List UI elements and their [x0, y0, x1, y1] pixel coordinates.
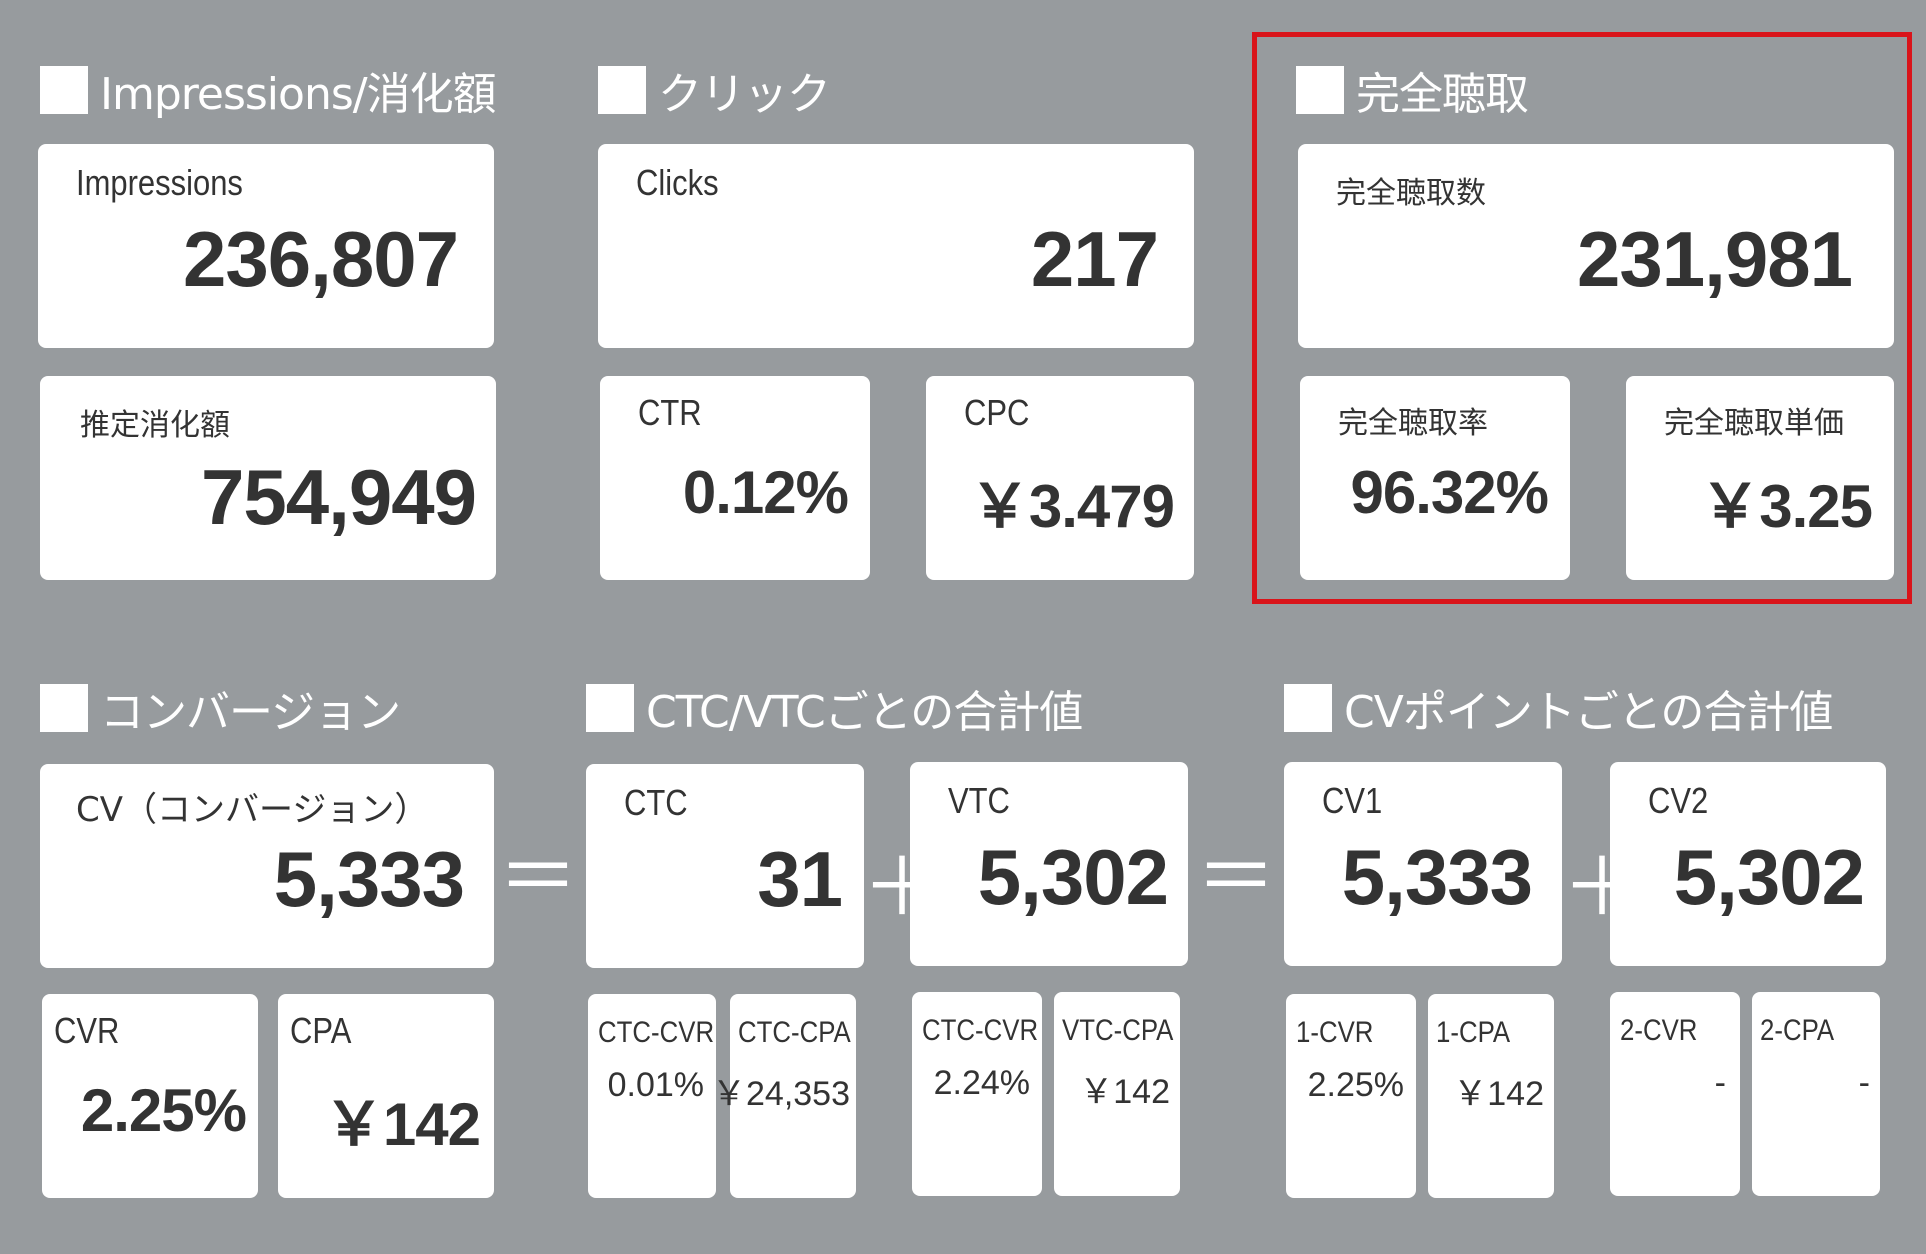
ctc-card: CTC 31 [586, 764, 864, 968]
ctr-card: CTR 0.12% [600, 376, 870, 580]
cpc-card: CPC ￥3.479 [926, 376, 1194, 580]
square-bullet-icon [1296, 66, 1344, 114]
ctr-label: CTR [638, 392, 702, 433]
spend-label: 推定消化額 [80, 408, 230, 443]
cpa-label: CPA [290, 1010, 352, 1051]
complete-rate-card: 完全聴取率 96.32% [1300, 376, 1570, 580]
cv2-label: CV2 [1648, 780, 1709, 821]
cpa-card: CPA ￥142 [278, 994, 494, 1198]
spend-card: 推定消化額 754,949 [40, 376, 496, 580]
cpa-value: ￥142 [323, 1091, 481, 1158]
section-title-complete-view-label: 完全聴取 [1356, 69, 1529, 120]
spend-value: 754,949 [201, 453, 477, 541]
cv1-cvr-card: 1-CVR 2.25% [1286, 994, 1416, 1198]
complete-views-value: 231,981 [1577, 215, 1853, 303]
equals-operator-2: ＝ [1196, 831, 1276, 924]
section-title-cv-point-label: CVポイントごとの合計値 [1344, 687, 1833, 738]
complete-rate-label: 完全聴取率 [1338, 406, 1488, 441]
square-bullet-icon [586, 684, 634, 732]
vtc-cpa-value: ￥142 [1079, 1073, 1170, 1111]
vtc-cvr-value: 2.24% [933, 1064, 1030, 1102]
cv1-label: CV1 [1322, 780, 1383, 821]
cvr-card: CVR 2.25% [42, 994, 258, 1198]
section-title-conversion: コンバージョン [40, 676, 401, 740]
vtc-cpa-label: VTC-CPA [1062, 1014, 1174, 1047]
cv2-cpa-value: - [1858, 1064, 1870, 1102]
vtc-cvr-card: CTC-CVR 2.24% [912, 992, 1042, 1196]
clicks-label: Clicks [636, 162, 719, 203]
clicks-value: 217 [1030, 215, 1159, 303]
ctc-cpa-value: ￥24,353 [712, 1075, 850, 1113]
ctc-cpa-label: CTC-CPA [738, 1016, 851, 1049]
complete-cost-value: ￥3.25 [1700, 473, 1873, 540]
square-bullet-icon [40, 684, 88, 732]
impressions-value: 236,807 [183, 215, 459, 303]
section-title-click-label: クリック [658, 69, 831, 120]
vtc-label: VTC [948, 780, 1010, 821]
cv2-value: 5,302 [1673, 833, 1865, 921]
section-title-impressions: Impressions/消化額 [40, 58, 497, 122]
ctr-value: 0.12% [682, 459, 849, 526]
clicks-card: Clicks 217 [598, 144, 1194, 348]
equals-operator: ＝ [498, 831, 578, 924]
vtc-card: VTC 5,302 [910, 762, 1188, 966]
vtc-cvr-label: CTC-CVR [922, 1014, 1039, 1047]
vtc-value: 5,302 [977, 833, 1169, 921]
ctc-cpa-card: CTC-CPA ￥24,353 [712, 994, 856, 1198]
cpc-label: CPC [964, 392, 1030, 433]
cv-card: CV（コンバージョン） 5,333 [40, 764, 494, 968]
complete-cost-label: 完全聴取単価 [1664, 406, 1844, 441]
cv1-cvr-value: 2.25% [1307, 1066, 1404, 1104]
complete-cost-card: 完全聴取単価 ￥3.25 [1626, 376, 1894, 580]
square-bullet-icon [40, 66, 88, 114]
section-title-impressions-label: Impressions/消化額 [100, 69, 497, 120]
section-title-click: クリック [598, 58, 831, 122]
cv1-cpa-card: 1-CPA ￥142 [1428, 994, 1554, 1198]
cv2-card: CV2 5,302 [1610, 762, 1886, 966]
cv2-cvr-value: - [1714, 1064, 1726, 1102]
ctc-value: 31 [757, 835, 843, 923]
section-title-ctc-vtc-label: CTC/VTCごとの合計値 [646, 687, 1083, 738]
cv2-cvr-label: 2-CVR [1620, 1014, 1698, 1047]
cv1-value: 5,333 [1341, 833, 1533, 921]
cv1-cvr-label: 1-CVR [1296, 1016, 1374, 1049]
cv-label: CV（コンバージョン） [76, 790, 429, 830]
cv2-cpa-card: 2-CPA - [1752, 992, 1880, 1196]
section-title-conversion-label: コンバージョン [100, 687, 401, 738]
ctc-cvr-label: CTC-CVR [598, 1016, 715, 1049]
complete-view-highlight-frame [1252, 32, 1912, 604]
section-title-cv-point: CVポイントごとの合計値 [1284, 676, 1833, 740]
impressions-label: Impressions [76, 162, 243, 203]
ctc-cvr-card: CTC-CVR 0.01% [588, 994, 716, 1198]
complete-views-card: 完全聴取数 231,981 [1298, 144, 1894, 348]
cvr-value: 2.25% [80, 1077, 247, 1144]
ctc-label: CTC [624, 782, 688, 823]
cvr-label: CVR [54, 1010, 120, 1051]
square-bullet-icon [1284, 684, 1332, 732]
cv2-cpa-label: 2-CPA [1760, 1014, 1835, 1047]
cv2-cvr-card: 2-CVR - [1610, 992, 1740, 1196]
ctc-cvr-value: 0.01% [607, 1066, 704, 1104]
cv1-cpa-label: 1-CPA [1436, 1016, 1511, 1049]
cv1-card: CV1 5,333 [1284, 762, 1562, 966]
section-title-complete-view: 完全聴取 [1296, 58, 1529, 122]
section-title-ctc-vtc: CTC/VTCごとの合計値 [586, 676, 1083, 740]
cpc-value: ￥3.479 [969, 473, 1175, 540]
complete-views-label: 完全聴取数 [1336, 176, 1486, 211]
vtc-cpa-card: VTC-CPA ￥142 [1054, 992, 1180, 1196]
impressions-card: Impressions 236,807 [38, 144, 494, 348]
cv1-cpa-value: ￥142 [1453, 1075, 1544, 1113]
square-bullet-icon [598, 66, 646, 114]
cv-value: 5,333 [273, 835, 465, 923]
complete-rate-value: 96.32% [1350, 459, 1549, 526]
